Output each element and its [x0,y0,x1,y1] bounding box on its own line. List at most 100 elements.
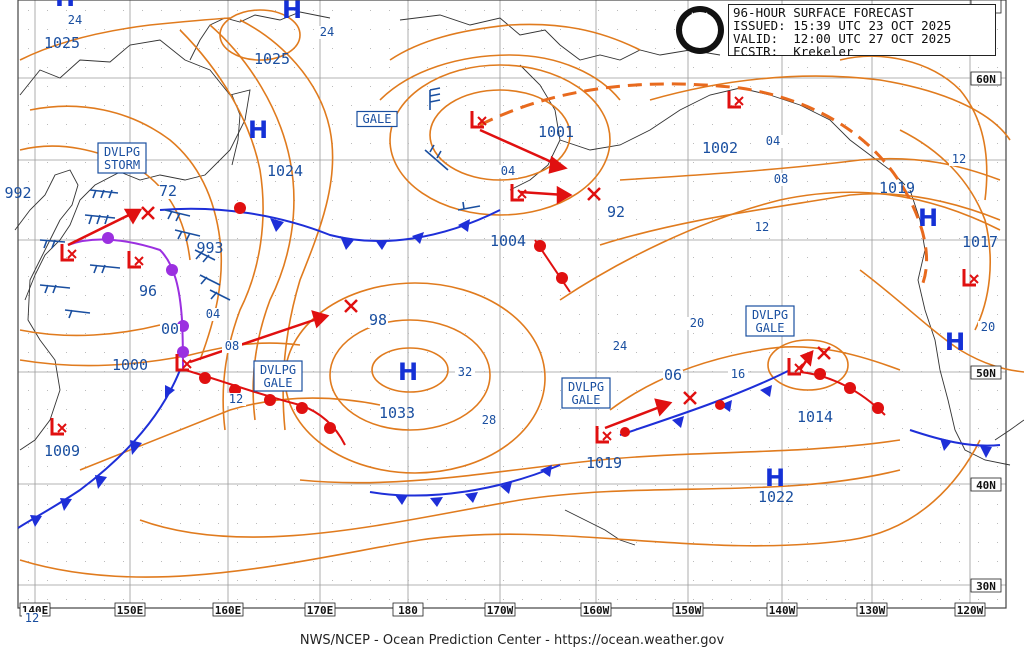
low-marker [962,269,979,287]
noaa-logo: NOAA [676,6,724,54]
high-pressure-value: 1033 [379,404,415,422]
isobar-label: 04 [501,164,515,178]
isobar-label: 20 [981,320,995,334]
low-pressure-center [595,426,612,444]
isobar-label: 08 [774,172,788,186]
low-pressure-value: 1002 [702,139,738,157]
cold-front-north [159,207,501,242]
warning-line1: DVLPG [104,145,140,159]
low-pressure-center [727,91,744,109]
isobar-label: 72 [159,182,177,200]
high-pressure-value: 1017 [962,233,998,251]
low-pressure-center [175,354,192,372]
low-pressure-value: 1009 [44,442,80,460]
warning-line1: GALE [363,112,392,126]
high-pressure-center: H [945,328,965,356]
lon-label: 160W [583,604,610,617]
forecast-track-dashed [479,82,929,291]
low-pressure-value: 1004 [490,232,526,250]
lat-label: 20N [976,0,996,3]
lon-label: 130W [859,604,886,617]
warning-line2: GALE [572,393,601,407]
lat-label: 30N [976,580,996,593]
warning-line1: DVLPG [752,308,788,322]
isobar-label: 12 [755,220,769,234]
low-pressure-center [470,111,487,129]
warning-line1: DVLPG [260,363,296,377]
cold-front-west [17,369,181,529]
axis-labels: 140E 150E 160E 170E 180 170W 160W 150W 140W 130W 1… [19,0,1002,617]
low-pressure-center [60,244,77,262]
footer-credit: NWS/NCEP - Ocean Prediction Center - htt… [299,633,725,648]
high-pressure-value: 1025 [44,34,80,52]
low-pressure-value: 1000 [112,356,148,374]
lat-label: 60N [976,73,996,86]
warning-line1: DVLPG [568,380,604,394]
low-pressure-center [50,418,67,436]
lat-label: 50N [976,367,996,380]
isobar-label: 24 [613,339,627,353]
low-pressure-center [787,358,804,376]
warning-line2: GALE [756,321,785,335]
warning-box: GALE [356,110,398,128]
isobar-label: 06 [664,366,682,384]
lat-label: 40N [976,479,996,492]
isobar-label: 12 [952,152,966,166]
occluded-front [67,238,184,371]
high-pressure-center: H [248,116,268,144]
high-pressure-value: 1025 [254,50,290,68]
high-pressure-value: 1019 [879,179,915,197]
high-pressure-value: 1022 [758,488,794,506]
coastlines [14,11,1024,546]
low-pressure-value: 993 [196,239,223,257]
lon-label: 150E [117,604,144,617]
header-forecaster: FCSTR: Krekeler [733,44,854,59]
high-pressure-center: H [398,358,418,386]
high-pressure-center: H [765,464,785,492]
low-pressure-value: 1001 [538,123,574,141]
warning-line2: STORM [104,158,140,172]
high-pressure-value: 1024 [267,162,303,180]
low-pressure-center [127,251,144,269]
warning-line2: GALE [264,376,293,390]
low-pressure-value: 992 [4,184,31,202]
lon-label: 170W [487,604,514,617]
lon-label: 160E [215,604,242,617]
isobar-label: 32 [458,365,472,379]
high-pressure-center: H [282,0,302,24]
isobar-label: 24 [68,13,82,27]
isobar-label: 24 [320,25,334,39]
isobar-label: 28 [482,413,496,427]
wind-barbs [39,87,481,319]
isobar-label: 12 [25,611,39,625]
weather-map: 140E 150E 160E 170E 180 170W 160W 150W 140W 130W 1… [4,0,1024,625]
logo-text: NOAA [691,12,709,19]
future-positions [141,187,831,405]
isobar-label: 08 [225,339,239,353]
lon-label: 180 [398,604,418,617]
header-title: 96-HOUR SURFACE FORECAST [733,5,914,20]
grid-dots [28,10,998,600]
isobar-label: 16 [731,367,745,381]
header-issued: ISSUED: 15:39 UTC 23 OCT 2025 [733,18,952,33]
cold-front-east [619,369,791,436]
isobars [19,9,1024,578]
isobar-label: 20 [690,316,704,330]
lon-label: 150W [675,604,702,617]
lat-lon-grid [17,0,1007,609]
isobar-label: 98 [369,311,387,329]
isobar-label: 04 [766,134,780,148]
motion-arrows [67,128,814,430]
low-pressure-value: 1019 [586,454,622,472]
lon-label: 140W [769,604,796,617]
header-valid: VALID: 12:00 UTC 27 OCT 2025 [733,31,952,46]
low-pressure-center [510,184,527,202]
high-pressure-center: H [918,204,938,232]
isobar-label: 00 [161,320,179,338]
isobar-label: 96 [139,282,157,300]
lon-label: 120W [957,604,984,617]
